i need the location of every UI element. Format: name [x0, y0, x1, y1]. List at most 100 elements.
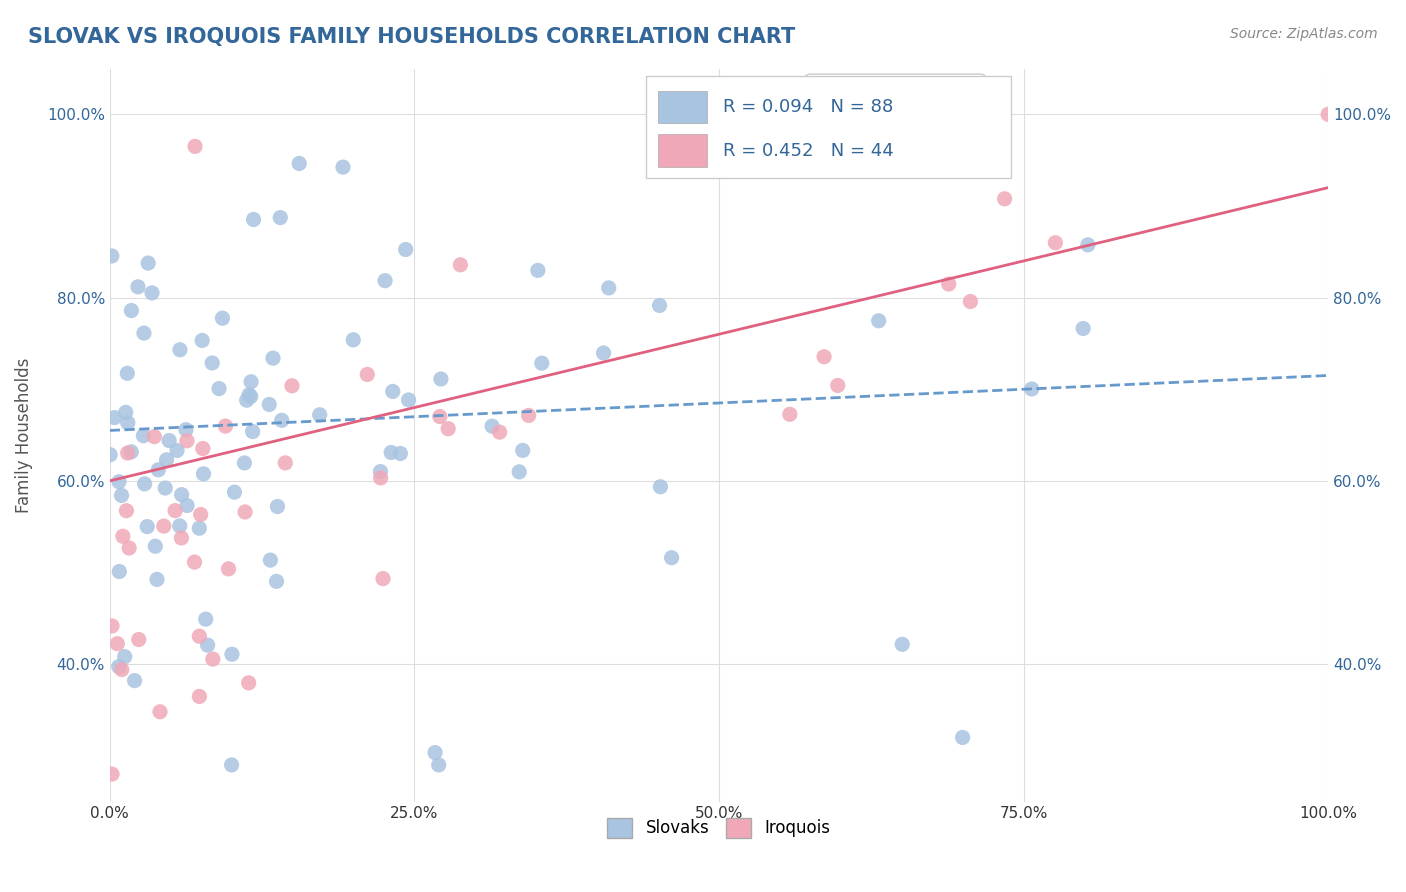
- Slovaks: [194, 612, 217, 626]
- Slovaks: [332, 160, 354, 174]
- Slovaks: [270, 413, 292, 427]
- Text: Source: ZipAtlas.com: Source: ZipAtlas.com: [1230, 27, 1378, 41]
- Slovaks: [266, 574, 288, 589]
- Iroquois: [238, 676, 260, 690]
- Slovaks: [648, 298, 671, 312]
- Slovaks: [262, 351, 284, 366]
- Slovaks: [132, 326, 155, 340]
- Slovaks: [208, 382, 231, 396]
- Iroquois: [233, 505, 256, 519]
- Slovaks: [389, 446, 412, 460]
- Slovaks: [240, 375, 263, 389]
- Slovaks: [242, 425, 264, 439]
- Legend: Slovaks, Iroquois: Slovaks, Iroquois: [600, 811, 837, 845]
- Slovaks: [1071, 321, 1094, 335]
- Slovaks: [134, 476, 156, 491]
- Slovaks: [430, 372, 453, 386]
- Slovaks: [235, 393, 257, 408]
- Iroquois: [165, 503, 187, 517]
- Slovaks: [891, 637, 914, 651]
- Iroquois: [827, 378, 849, 392]
- Slovaks: [530, 356, 553, 370]
- Slovaks: [136, 256, 159, 270]
- Slovaks: [508, 465, 530, 479]
- Iroquois: [437, 422, 460, 436]
- Text: R = 0.094   N = 88: R = 0.094 N = 88: [810, 79, 980, 97]
- Slovaks: [427, 758, 450, 772]
- Iroquois: [128, 632, 150, 647]
- Slovaks: [166, 443, 188, 458]
- Slovaks: [370, 465, 392, 479]
- Iroquois: [111, 529, 134, 543]
- Slovaks: [512, 443, 534, 458]
- Slovaks: [197, 638, 219, 652]
- Slovaks: [169, 519, 191, 533]
- Slovaks: [233, 456, 256, 470]
- Slovaks: [191, 334, 214, 348]
- Slovaks: [395, 243, 418, 257]
- Iroquois: [183, 555, 205, 569]
- Slovaks: [193, 467, 215, 481]
- Slovaks: [381, 384, 404, 399]
- FancyBboxPatch shape: [658, 135, 707, 168]
- Slovaks: [188, 521, 211, 535]
- Slovaks: [308, 408, 330, 422]
- Slovaks: [120, 303, 142, 318]
- Slovaks: [257, 397, 280, 411]
- Iroquois: [371, 572, 394, 586]
- Iroquois: [101, 619, 124, 633]
- Slovaks: [143, 539, 166, 553]
- Iroquois: [118, 541, 141, 555]
- Slovaks: [598, 281, 620, 295]
- Iroquois: [813, 350, 835, 364]
- Slovaks: [1077, 238, 1099, 252]
- Iroquois: [143, 429, 166, 443]
- Iroquois: [111, 663, 134, 677]
- Slovaks: [141, 285, 163, 300]
- Slovaks: [481, 419, 503, 434]
- Slovaks: [650, 480, 672, 494]
- Slovaks: [238, 388, 260, 402]
- Iroquois: [429, 409, 451, 424]
- Iroquois: [218, 562, 240, 576]
- Slovaks: [114, 405, 136, 419]
- Iroquois: [370, 471, 392, 485]
- Iroquois: [779, 407, 801, 421]
- Slovaks: [127, 280, 149, 294]
- Text: R = 0.094   N = 88: R = 0.094 N = 88: [723, 97, 893, 116]
- Iroquois: [959, 294, 981, 309]
- Iroquois: [117, 446, 139, 460]
- Slovaks: [398, 392, 420, 407]
- Slovaks: [136, 519, 159, 533]
- Slovaks: [98, 448, 121, 462]
- Slovaks: [380, 445, 402, 459]
- Slovaks: [110, 488, 132, 502]
- Slovaks: [101, 249, 124, 263]
- Iroquois: [105, 637, 128, 651]
- Iroquois: [188, 690, 211, 704]
- Slovaks: [117, 416, 139, 430]
- Iroquois: [170, 531, 193, 545]
- Iroquois: [938, 277, 960, 291]
- Slovaks: [176, 499, 198, 513]
- Iroquois: [488, 425, 510, 439]
- Slovaks: [224, 485, 246, 500]
- Iroquois: [188, 629, 211, 643]
- Iroquois: [190, 508, 212, 522]
- Iroquois: [1317, 107, 1340, 121]
- Slovaks: [221, 758, 243, 772]
- Slovaks: [259, 553, 281, 567]
- Slovaks: [169, 343, 191, 357]
- Iroquois: [101, 767, 124, 781]
- Y-axis label: Family Households: Family Households: [15, 358, 32, 513]
- Slovaks: [868, 314, 890, 328]
- Slovaks: [269, 211, 291, 225]
- Slovaks: [155, 481, 177, 495]
- Slovaks: [146, 573, 169, 587]
- Slovaks: [342, 333, 364, 347]
- Slovaks: [211, 311, 233, 326]
- Slovaks: [423, 746, 446, 760]
- Slovaks: [103, 410, 125, 425]
- Iroquois: [1045, 235, 1067, 250]
- Slovaks: [174, 423, 197, 437]
